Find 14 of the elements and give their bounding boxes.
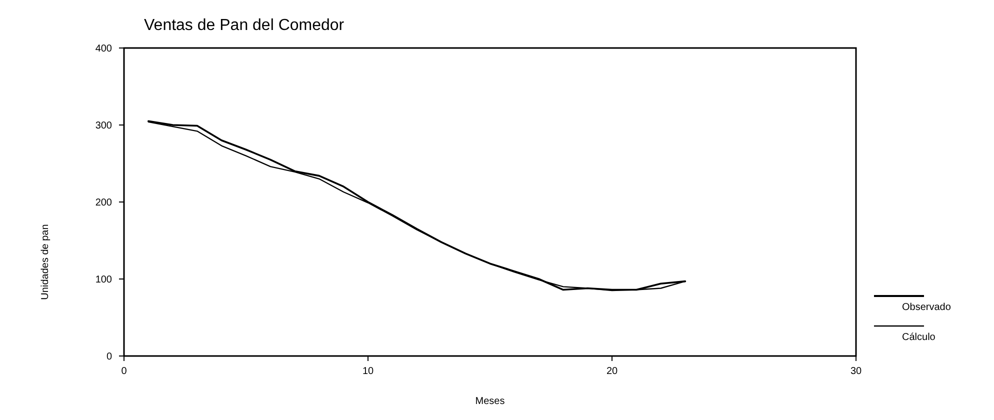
chart-title: Ventas de Pan del Comedor <box>144 17 345 34</box>
x-tick-label: 10 <box>362 366 374 377</box>
y-tick-label: 400 <box>95 44 112 54</box>
y-tick-label: 300 <box>95 120 112 132</box>
legend-label: Cálculo <box>902 332 936 343</box>
x-tick-label: 0 <box>121 366 128 377</box>
x-tick-label: 20 <box>606 366 618 377</box>
y-axis-title: Unidades de pan <box>40 224 51 300</box>
y-tick-label: 200 <box>95 198 112 208</box>
y-tick-label: 0 <box>106 352 112 362</box>
legend-label: Observado <box>902 302 952 313</box>
x-tick-label: 30 <box>850 366 862 377</box>
y-tick-label: 100 <box>95 274 112 286</box>
x-axis-title: Meses <box>475 396 505 407</box>
